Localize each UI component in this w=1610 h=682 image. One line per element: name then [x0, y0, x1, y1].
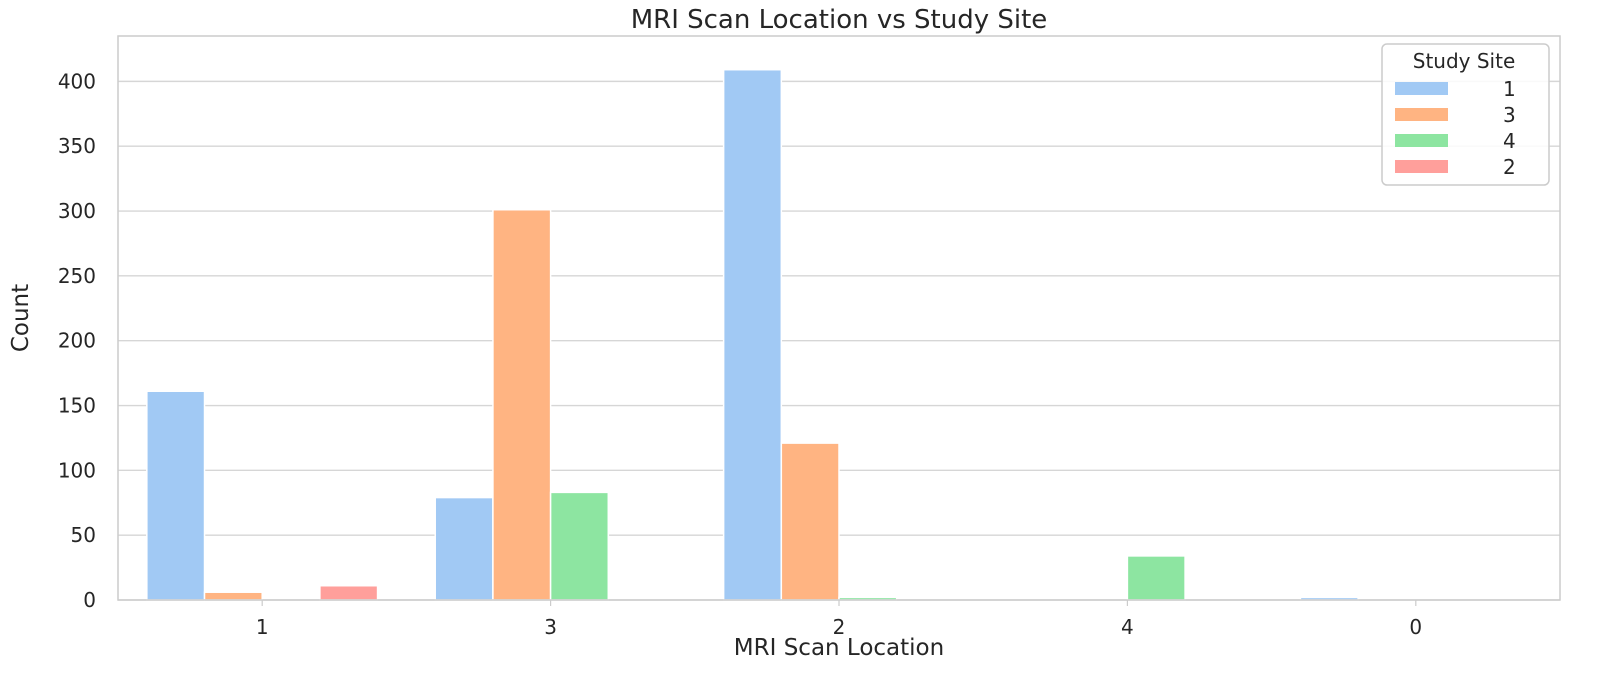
y-tick-label: 300	[58, 199, 96, 223]
bar-series-1-category-1	[146, 390, 206, 601]
y-tick-label: 250	[58, 264, 96, 288]
x-tick-labels: 1 3 2 4 0	[256, 600, 1422, 639]
bars	[146, 68, 1359, 601]
bar-series-4-category-3	[549, 491, 610, 601]
legend-label-2: 2	[1503, 155, 1516, 179]
x-tick-label: 3	[544, 615, 557, 639]
legend-frame	[1381, 43, 1550, 186]
legend-title: Study Site	[1413, 49, 1516, 73]
legend-label-4: 4	[1503, 129, 1516, 153]
y-tick-label: 100	[58, 458, 96, 482]
legend-label-3: 3	[1503, 103, 1516, 127]
bar-series-4-category-4	[1126, 555, 1186, 601]
y-tick-label: 0	[83, 588, 96, 612]
chart-title: MRI Scan Location vs Study Site	[631, 5, 1048, 35]
y-tick-label: 200	[58, 329, 96, 353]
y-tick-label: 400	[58, 69, 96, 93]
x-tick-label: 0	[1409, 615, 1422, 639]
x-tick-label: 1	[256, 615, 269, 639]
x-tick-label: 4	[1121, 615, 1134, 639]
bar-series-1-category-3	[434, 496, 494, 601]
y-tick-label: 350	[58, 134, 96, 158]
legend-swatch-4	[1395, 134, 1448, 147]
bar-series-3-category-3	[492, 208, 552, 601]
x-axis-label: MRI Scan Location	[734, 635, 944, 661]
legend-label-1: 1	[1503, 77, 1516, 101]
y-tick-label: 50	[71, 523, 96, 547]
y-tick-labels: 0 50 100 150 200 250 300 350 400	[58, 69, 96, 612]
legend-swatch-2	[1395, 160, 1448, 173]
y-tick-label: 150	[58, 394, 96, 418]
x-tick-label: 2	[833, 615, 846, 639]
legend-swatch-3	[1395, 108, 1448, 121]
bar-series-3-category-2	[780, 442, 840, 601]
y-axis-label: Count	[8, 284, 34, 352]
legend-swatch-1	[1395, 82, 1448, 95]
bar-series-3-category-1	[203, 591, 263, 601]
bar-series-2-category-1	[319, 584, 379, 601]
bar-series-1-category-2	[722, 68, 783, 601]
